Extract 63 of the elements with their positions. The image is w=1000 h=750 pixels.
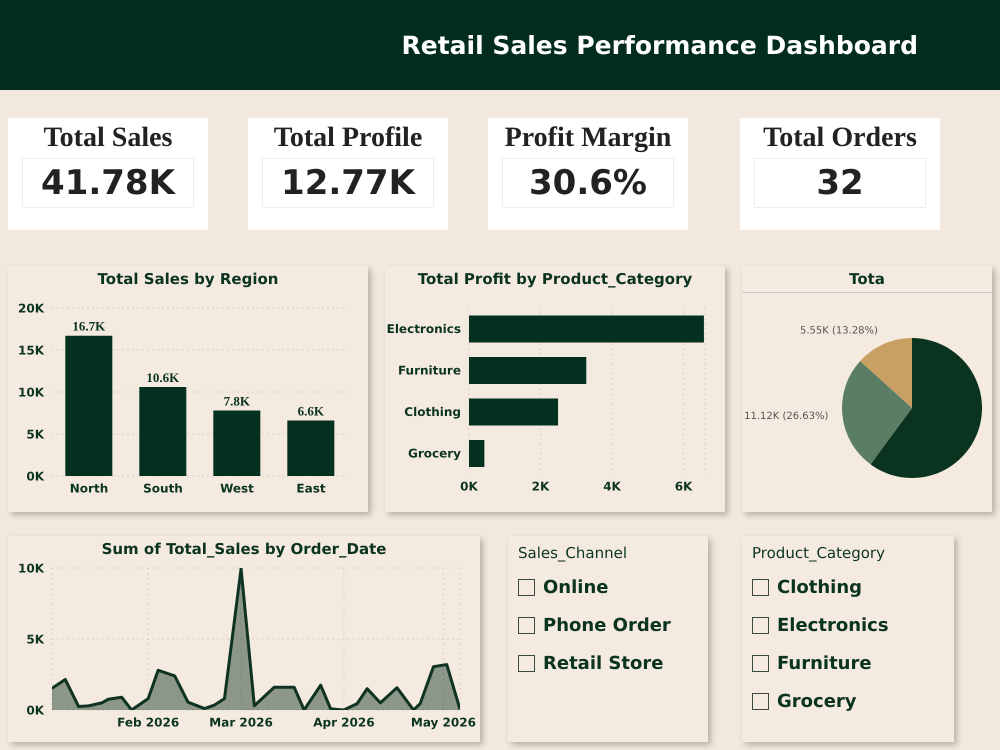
category-label: Grocery [777,690,857,712]
data-label: 16.7K [72,318,106,334]
x-tick-label: May 2026 [410,716,476,730]
y-tick-label: Furniture [398,364,461,378]
data-label: 10.6K [146,370,180,385]
x-tick-label: North [70,482,108,496]
text: 41.78K [22,158,194,208]
data-label: 6.6K [298,404,325,419]
data-label: 11.12K (26.63%) [744,410,829,422]
y-tick-label: Clothing [404,405,461,420]
text: Product_Category [752,544,886,562]
y-tick-label: 10K [18,561,45,576]
x-tick-label: West [220,482,254,496]
category-label: Electronics [777,614,889,636]
pie-slice [842,360,912,464]
data-label: 7.8K [224,393,251,408]
x-tick-label: 6K [674,480,694,494]
y-tick-label: 15K [18,343,45,358]
pie-slice [870,338,982,478]
y-tick-label: 10K [18,385,45,400]
bar [139,386,186,476]
x-tick-label: 0K [460,480,479,494]
x-tick-label: 2K [532,480,550,494]
x-tick-label: 4K [603,480,622,494]
text: Retail Sales Performance Dashboard [401,30,918,60]
chart-title: Tota [848,269,886,288]
text: 12.77K [262,158,434,208]
chart-title: Total Profit by Product_Category [416,269,694,288]
x-tick-label: East [296,482,326,496]
data-label: 5.55K (13.28%) [800,326,878,337]
pie-slice [860,338,912,408]
y-tick-label: 0K [26,703,45,718]
bar [213,410,260,476]
bar [287,420,334,476]
category-label: Phone Order [543,614,671,636]
bar [469,398,558,426]
text: Total Profile [272,121,424,154]
text: Profit Margin [504,121,672,154]
text: Total Sales [42,121,174,154]
x-tick-label: Feb 2026 [117,716,180,730]
y-tick-label: 5K [26,427,45,442]
y-tick-label: Grocery [408,446,462,461]
x-tick-label: South [143,482,183,496]
bar [469,315,704,342]
y-tick-label: 5K [26,632,45,646]
category-label: Online [543,576,608,598]
y-tick-label: 0K [26,469,45,484]
y-tick-label: 20K [18,301,45,316]
category-label: Clothing [777,576,862,598]
text: 32 [754,158,926,208]
bar [65,336,112,476]
chart-title: Sum of Total_Sales by Order_Date [100,539,388,558]
text: Sales_Channel [518,544,628,562]
text: Total Orders [762,121,918,154]
bar [469,356,586,384]
category-label: Furniture [777,652,872,674]
x-tick-label: Mar 2026 [209,716,273,730]
bar [469,440,484,467]
chart-title: Total Sales by Region [96,269,280,288]
y-tick-label: Electronics [386,322,461,336]
category-label: Retail Store [543,652,664,674]
x-tick-label: Apr 2026 [313,716,375,730]
text: 30.6% [502,158,674,208]
